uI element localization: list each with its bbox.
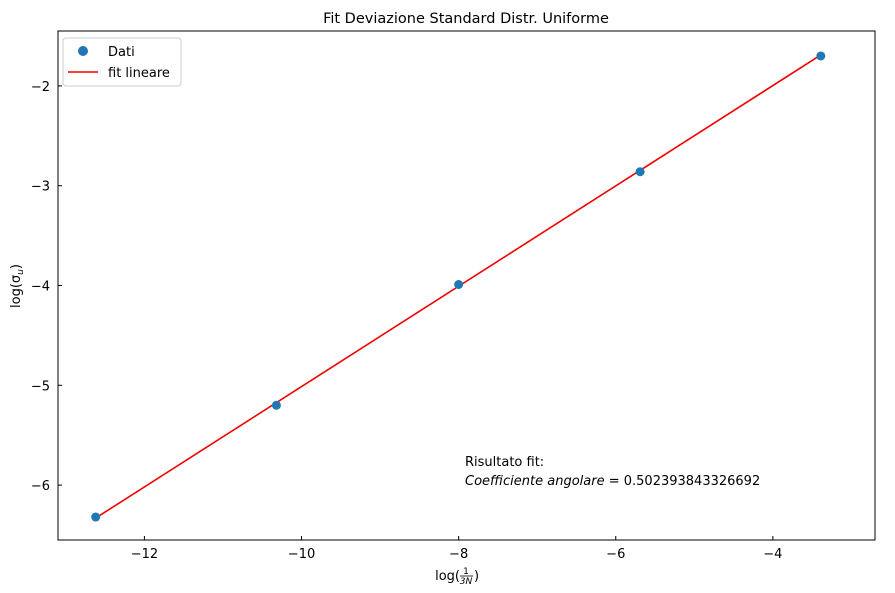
legend: Dati fit lineare bbox=[62, 37, 182, 87]
legend-label-fit: fit lineare bbox=[108, 66, 170, 81]
x-axis-label-numerator: 1 bbox=[463, 567, 469, 577]
y-axis-ticks: −6 −5 −4 −3 −2 bbox=[31, 80, 62, 494]
y-tick-label: −3 bbox=[31, 180, 50, 195]
data-point bbox=[91, 512, 101, 522]
annotation-label: Coefficiente angolare bbox=[465, 474, 605, 489]
annotation-value: = 0.502393843326692 bbox=[609, 474, 761, 489]
chart-title: Fit Deviazione Standard Distr. Uniforme bbox=[323, 11, 609, 27]
x-axis-label-prefix: log( bbox=[435, 569, 460, 584]
x-tick-label: −10 bbox=[288, 547, 315, 562]
legend-box bbox=[62, 37, 182, 87]
y-tick-label: −6 bbox=[31, 479, 50, 494]
x-axis-ticks: −12 −10 −8 −6 −4 bbox=[131, 536, 782, 562]
y-axis-label: log(σu) bbox=[9, 264, 26, 308]
series-layer bbox=[91, 51, 826, 522]
data-point bbox=[635, 167, 645, 177]
data-point bbox=[454, 280, 464, 290]
y-tick-label: −2 bbox=[31, 80, 50, 95]
annotation-line-2: Coefficiente angolare = 0.50239384332669… bbox=[465, 474, 760, 489]
x-axis-label-denominator: 3N bbox=[460, 577, 473, 587]
y-tick-label: −5 bbox=[31, 379, 50, 394]
annotation-line-1: Risultato fit: bbox=[465, 455, 544, 470]
y-tick-label: −4 bbox=[31, 280, 50, 295]
x-tick-label: −8 bbox=[449, 547, 468, 562]
x-axis-label-suffix: ) bbox=[474, 569, 479, 584]
y-axis-label-prefix: log(σ bbox=[9, 275, 24, 308]
y-axis-label-subscript: u bbox=[16, 269, 26, 275]
data-point bbox=[816, 51, 826, 61]
x-tick-label: −4 bbox=[763, 547, 782, 562]
legend-marker-dati bbox=[78, 46, 88, 56]
data-point bbox=[271, 400, 281, 410]
x-tick-label: −6 bbox=[606, 547, 625, 562]
x-axis-label: log( 1 3N ) bbox=[435, 567, 479, 587]
legend-label-dati: Dati bbox=[108, 45, 135, 60]
y-axis-label-suffix: ) bbox=[9, 264, 24, 269]
x-tick-label: −12 bbox=[131, 547, 158, 562]
